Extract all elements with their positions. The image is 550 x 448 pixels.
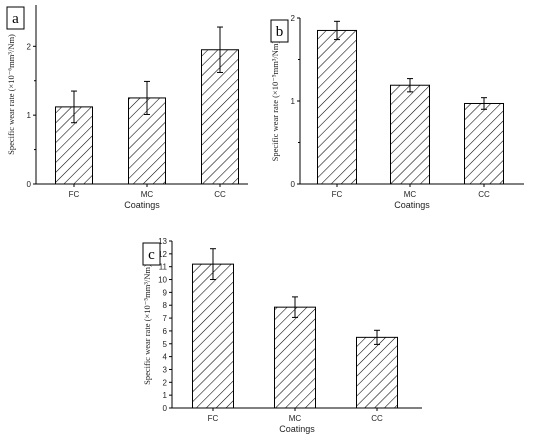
- bar-cc: [464, 102, 504, 185]
- x-axis-title: Coatings: [279, 424, 315, 434]
- x-axis-title: Coatings: [394, 200, 430, 210]
- x-tick-label-fc: FC: [208, 414, 219, 423]
- y-tick-label: 2: [163, 378, 168, 387]
- bar-fc: [192, 263, 234, 409]
- bar-cc: [356, 336, 398, 409]
- panel-label: b: [276, 24, 284, 40]
- x-tick-label-mc: MC: [289, 414, 302, 423]
- y-tick-label: 5: [163, 340, 168, 349]
- bar-fc: [317, 29, 357, 185]
- y-tick-label: 8: [163, 301, 168, 310]
- y-tick-label: 1: [27, 111, 32, 120]
- y-tick-label: 7: [163, 314, 168, 323]
- panel-label: c: [148, 247, 155, 263]
- x-tick-label-mc: MC: [404, 190, 417, 199]
- y-axis-title: Specific wear rate (×10⁻⁶mm³/Nm): [6, 34, 16, 155]
- x-axis-title: Coatings: [124, 200, 160, 210]
- panel-label-box: [6, 6, 25, 30]
- y-tick-label: 4: [163, 353, 168, 362]
- y-tick-label: 10: [158, 276, 167, 285]
- panel-label-box: [270, 19, 289, 43]
- x-tick-label-cc: CC: [371, 414, 383, 423]
- x-tick-label-cc: CC: [214, 190, 226, 199]
- y-tick-label: 12: [158, 250, 167, 259]
- bar-mc: [390, 84, 430, 185]
- x-tick-label-mc: MC: [141, 190, 154, 199]
- panel-label: a: [12, 11, 19, 27]
- y-tick-label: 6: [163, 327, 168, 336]
- y-tick-label: 2: [27, 42, 32, 51]
- y-tick-label: 1: [291, 97, 296, 106]
- chart-panel-b: 0 1 2 FC MC CC Coatings Specific wear rate (×10…: [270, 14, 524, 210]
- bar-mc: [274, 306, 316, 409]
- y-tick-label: 11: [159, 263, 168, 272]
- y-tick-label: 0: [163, 404, 168, 413]
- chart-panel-a: 0 1 2 FC MC CC Coatings Specific wear rate (×10…: [6, 5, 248, 210]
- y-tick-label: 13: [158, 237, 167, 246]
- y-tick-label: 2: [291, 14, 296, 23]
- x-tick-label-fc: FC: [332, 190, 343, 199]
- y-tick-label: 9: [163, 288, 168, 297]
- y-tick-label: 0: [291, 180, 296, 189]
- x-tick-label-cc: CC: [478, 190, 490, 199]
- y-tick-label: 3: [163, 365, 168, 374]
- panel-label-box: [142, 242, 161, 266]
- y-tick-label: 1: [163, 391, 168, 400]
- y-tick-label: 0: [27, 180, 32, 189]
- x-tick-label-fc: FC: [69, 190, 80, 199]
- y-axis-title: Specific wear rate (×10⁻⁵mm³/Nm): [142, 264, 152, 385]
- y-axis-title: Specific wear rate (×10⁻⁵mm³/Nm): [270, 40, 280, 161]
